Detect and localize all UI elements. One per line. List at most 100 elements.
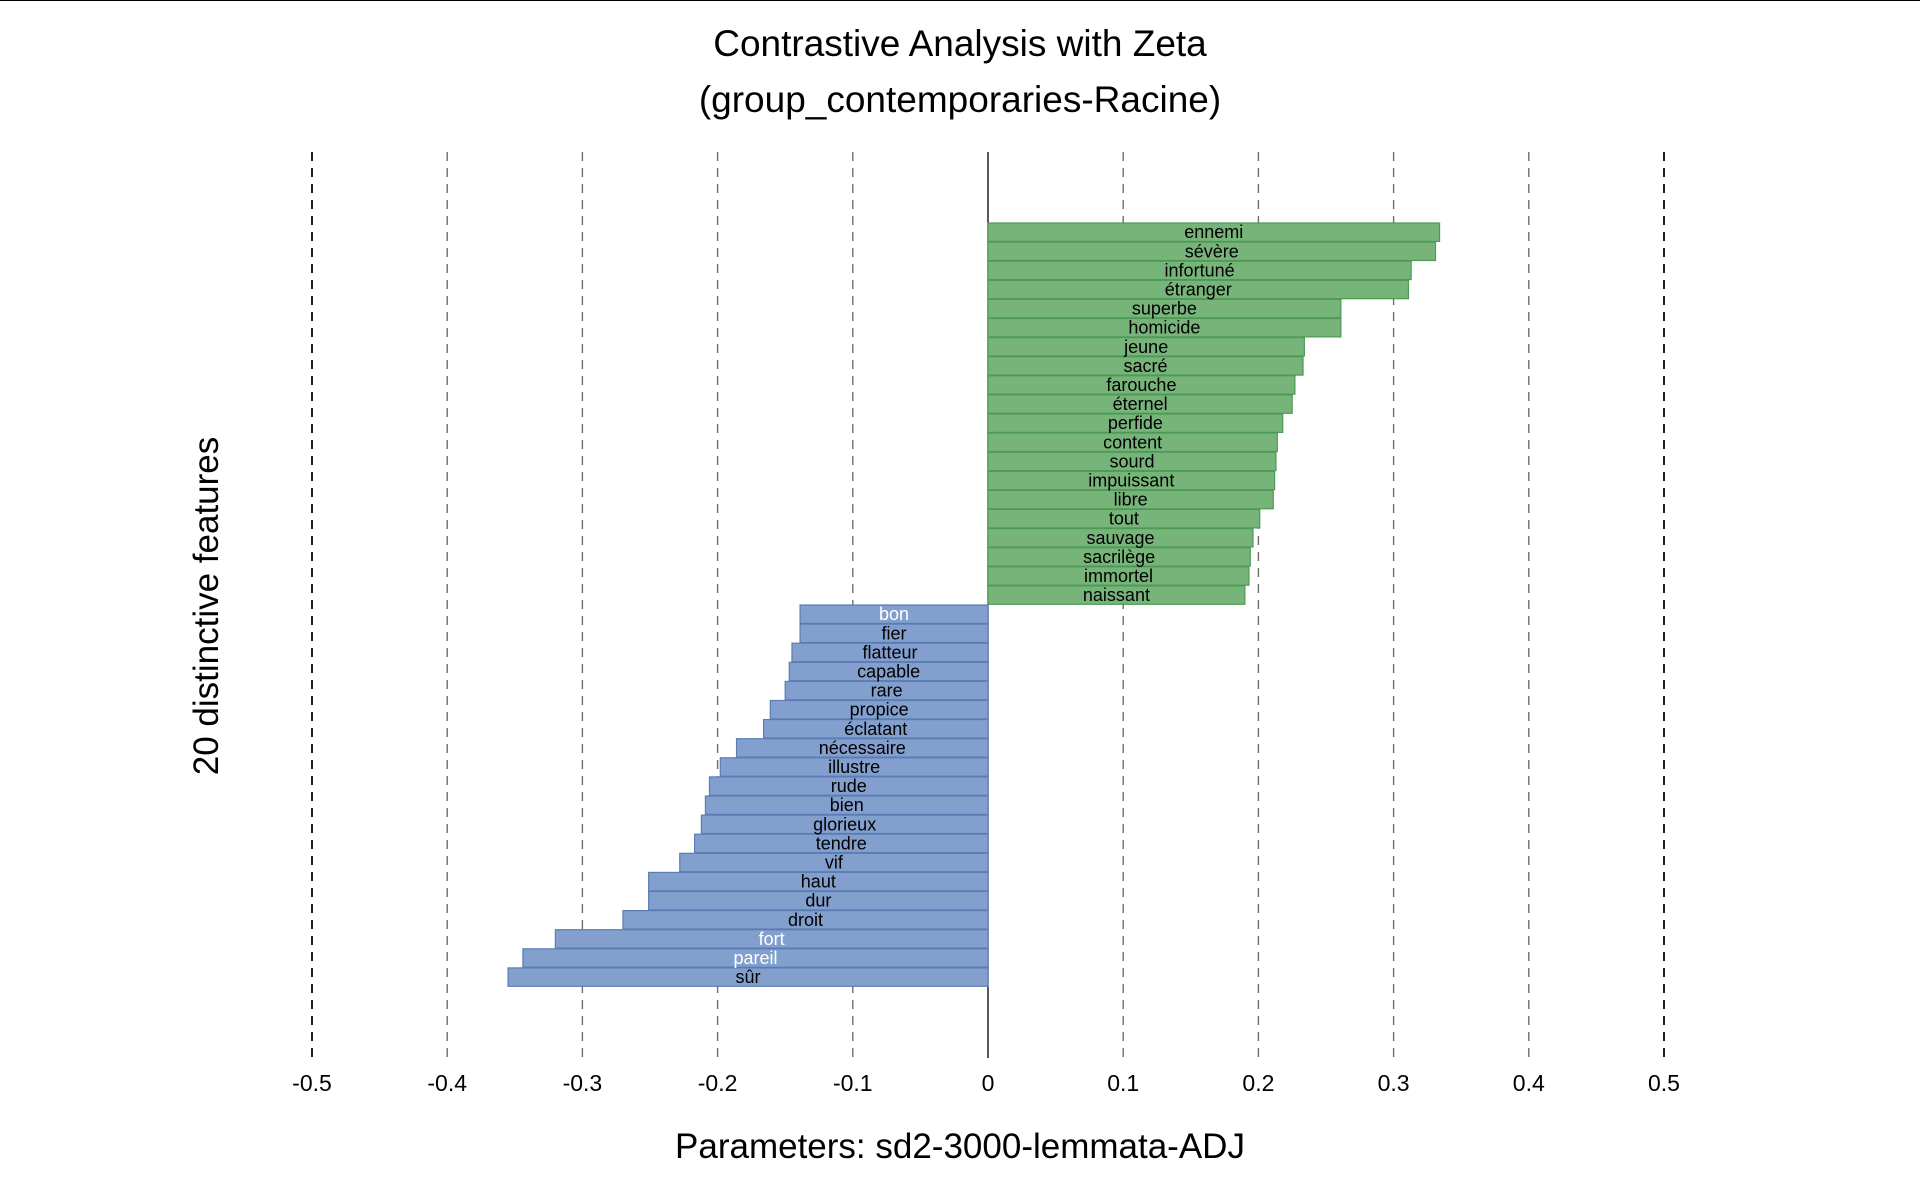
bar-label-flatteur: flatteur [862,642,917,662]
bar-homicide [987,317,1342,338]
bar-tout [987,508,1261,529]
bar-label-sourd: sourd [1109,451,1154,471]
bar-label-pareil: pareil [733,948,777,968]
bar-infortuné [987,260,1412,281]
bar-label-sévère: sévère [1185,241,1239,261]
bar-label-glorieux: glorieux [813,814,876,834]
bar-éclatant [762,718,989,739]
bar-label-tendre: tendre [816,833,867,853]
bar-jeune [987,337,1305,357]
bar-capable [788,661,989,682]
bar-naissant [987,585,1246,605]
bar-label-sauvage: sauvage [1086,528,1154,548]
bar-labels: ennemisévèreinfortunéétrangersuperbehomi… [733,222,1243,987]
bar-propice [769,699,989,720]
bar-éternel [987,394,1293,414]
bar-label-bon: bon [879,604,909,624]
x-axis-title: Parameters: sd2-3000-lemmata-ADJ [675,1127,1245,1166]
bar-superbe [987,298,1342,319]
bar-label-sûr: sûr [736,967,761,987]
bar-immortel [987,566,1250,586]
bar-label-étranger: étranger [1165,280,1232,300]
bar-label-éclatant: éclatant [844,719,907,739]
bar-label-rare: rare [871,681,903,701]
bar-label-éternel: éternel [1113,394,1168,414]
bar-label-farouche: farouche [1106,375,1176,395]
bar-label-content: content [1103,432,1162,452]
bar-label-ennemi: ennemi [1184,222,1243,242]
bar-perfide [987,413,1284,433]
bar-label-naissant: naissant [1083,585,1150,605]
bar-farouche [987,375,1296,395]
bar-label-rude: rude [831,776,867,796]
bar-dur [648,890,989,911]
bar-sûr [507,967,989,987]
bar-sourd [987,451,1277,472]
bar-label-droit: droit [788,910,823,930]
x-tick-label: 0.4 [1513,1070,1545,1096]
bar-libre [987,489,1274,510]
bar-flatteur [791,642,989,663]
x-tick-label: 0.1 [1107,1070,1139,1096]
bar-droit [622,909,989,930]
chart-title-line-1: Contrastive Analysis with Zeta [713,23,1207,64]
bar-glorieux [700,814,989,835]
bar-fort [554,929,989,949]
bar-label-impuissant: impuissant [1088,471,1174,491]
x-tick-label: -0.4 [427,1070,467,1096]
bar-label-fort: fort [759,929,785,949]
x-tick-label: 0 [982,1070,995,1096]
bar-label-perfide: perfide [1108,413,1163,433]
bar-illustre [719,757,989,777]
bar-label-illustre: illustre [828,757,880,777]
bar-label-libre: libre [1114,490,1148,510]
x-tick-label: 0.3 [1378,1070,1410,1096]
bar-rare [784,680,989,701]
bar-label-tout: tout [1109,509,1139,529]
bar-bon [799,604,989,624]
bar-sacrilège [987,547,1251,567]
bar-label-vif: vif [825,853,844,873]
bar-nécessaire [735,738,989,758]
bar-label-homicide: homicide [1128,318,1200,338]
bar-content [987,432,1278,453]
top-rule [0,0,1920,1]
bar-vif [679,852,989,873]
y-axis-title: 20 distinctive features [187,437,226,776]
bar-ennemi [987,222,1441,242]
bar-label-sacrilège: sacrilège [1083,547,1155,567]
bar-label-bien: bien [830,795,864,815]
bar-label-dur: dur [805,891,831,911]
x-tick-label: -0.2 [698,1070,738,1096]
bar-label-capable: capable [857,662,920,682]
bar-fier [799,623,989,644]
bar-haut [648,871,989,892]
bar-tendre [694,833,989,854]
bar-label-propice: propice [850,700,909,720]
bar-impuissant [987,470,1276,491]
bar-pareil [522,948,989,968]
bar-label-sacré: sacré [1124,356,1168,376]
x-tick-label: 0.5 [1648,1070,1680,1096]
x-tick-labels: -0.5 -0.4 -0.3 -0.2 -0.1 0 0.1 0.2 0.3 0.4 0.5 [292,1070,1680,1096]
bar-sacré [987,356,1304,376]
bar-rude [708,776,989,796]
bar-label-fier: fier [882,623,907,643]
x-tick-label: 0.2 [1242,1070,1274,1096]
bar-label-infortuné: infortuné [1165,260,1235,280]
bars [507,222,1441,987]
x-tick-label: -0.3 [563,1070,603,1096]
bar-label-jeune: jeune [1123,337,1168,357]
chart-title-line-2: (group_contemporaries-Racine) [699,79,1221,120]
bar-label-haut: haut [801,872,836,892]
bar-bien [704,795,989,815]
bar-sauvage [987,527,1254,548]
bar-étranger [987,279,1410,300]
bar-sévère [987,241,1437,262]
bar-label-nécessaire: nécessaire [819,738,906,758]
bar-label-immortel: immortel [1084,566,1153,586]
bar-label-superbe: superbe [1132,299,1197,319]
x-tick-label: -0.5 [292,1070,332,1096]
x-tick-label: -0.1 [833,1070,873,1096]
